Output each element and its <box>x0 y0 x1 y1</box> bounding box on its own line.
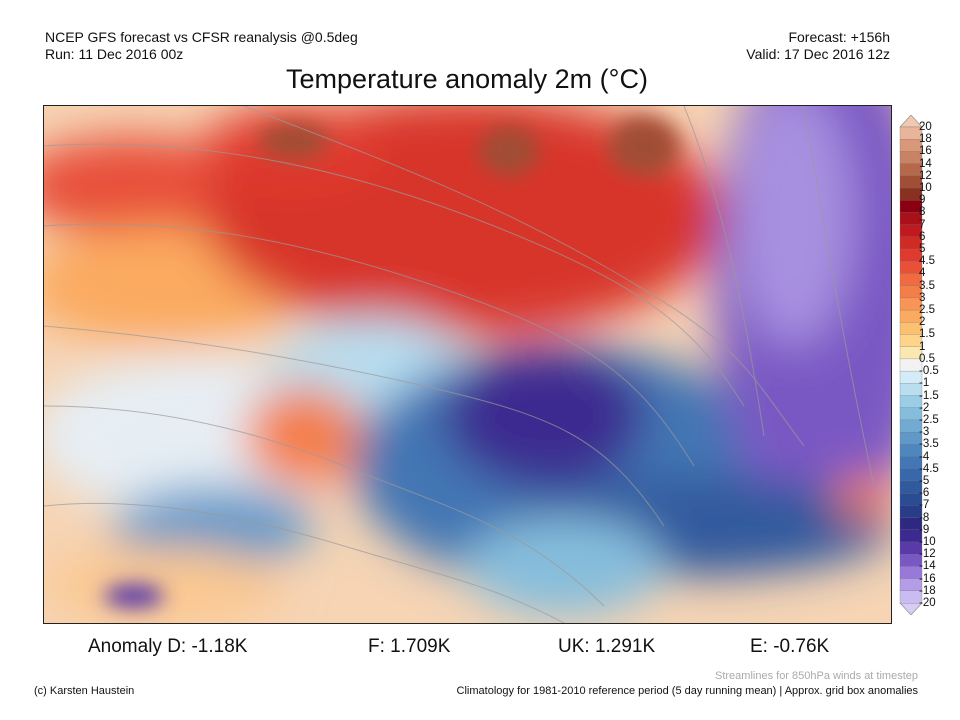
colorbar-tick-label: -7 <box>919 499 930 512</box>
map-title: Temperature anomaly 2m (°C) <box>286 64 648 94</box>
colorbar-tick-label: -20 <box>919 597 936 609</box>
colorbar-tick-label: -1 <box>919 377 930 390</box>
colorbar-tick-label: 12 <box>919 169 932 182</box>
anomaly-england: E: -0.76K <box>750 636 830 657</box>
colorbar-tick-label: 16 <box>919 145 932 158</box>
anomaly-france: F: 1.709K <box>368 636 451 657</box>
streamlines <box>44 106 875 623</box>
colorbar-tick-label: -8 <box>919 511 930 524</box>
colorbar-tick-label: 18 <box>919 133 932 146</box>
anomaly-uk: UK: 1.291K <box>558 636 656 657</box>
colorbar-tick-label: 6 <box>919 230 926 243</box>
colorbar-tick-label: 20 <box>919 121 932 133</box>
colorbar-tick-label: -3.5 <box>919 438 939 451</box>
colorbar-tick-label: 10 <box>919 182 932 195</box>
colorbar-tick-label: -10 <box>919 535 936 548</box>
colorbar-tick-label: -9 <box>919 523 930 536</box>
colorbar-tick-label: -4.5 <box>919 462 939 475</box>
colorbar-tick-label: 3.5 <box>919 279 935 292</box>
colorbar-swatch <box>899 590 923 604</box>
colorbar-tick-label: -3 <box>919 426 930 439</box>
colorbar-tick-label: -5 <box>919 474 930 487</box>
colorbar-tick-label: -12 <box>919 548 936 561</box>
colorbar-tick-label: -0.5 <box>919 365 939 378</box>
colorbar-tick-label: -16 <box>919 572 936 585</box>
colorbar-tick-label: 4.5 <box>919 255 935 268</box>
colorbar <box>899 115 923 615</box>
colorbar-tick-label: 1.5 <box>919 328 935 341</box>
colorbar-tick-label: -2 <box>919 401 930 414</box>
colorbar-tick-label: 9 <box>919 194 926 207</box>
streamlines-note: Streamlines for 850hPa winds at timestep <box>715 670 918 682</box>
colorbar-tick-label: 14 <box>919 157 932 170</box>
forecast-hour: Forecast: +156h <box>788 29 890 45</box>
temperature-anomaly-map <box>43 105 892 624</box>
colorbar-tick-label: 0.5 <box>919 352 935 365</box>
valid-time: Valid: 17 Dec 2016 12z <box>746 46 890 62</box>
anomaly-germany: Anomaly D: -1.18K <box>88 636 248 657</box>
colorbar-tick-label: 5 <box>919 243 926 256</box>
colorbar-tick-label: 2 <box>919 316 926 329</box>
colorbar-tick-label: -1.5 <box>919 389 939 402</box>
colorbar-tick-label: -6 <box>919 487 930 500</box>
colorbar-tick-label: 7 <box>919 218 926 231</box>
run-time: Run: 11 Dec 2016 00z <box>45 46 184 62</box>
colorbar-tick-label: 3 <box>919 291 926 304</box>
climatology-note: Climatology for 1981-2010 reference peri… <box>456 685 918 697</box>
colorbar-tick-label: 2.5 <box>919 304 935 317</box>
colorbar-tick-label: -4 <box>919 450 930 463</box>
colorbar-tick-label: -2.5 <box>919 413 939 426</box>
colorbar-tick-label: 8 <box>919 206 926 219</box>
colorbar-tick-label: 4 <box>919 267 926 280</box>
colorbar-tick-label: -18 <box>919 584 936 597</box>
colorbar-tick-label: -14 <box>919 560 936 573</box>
anomaly-field <box>44 106 891 623</box>
model-description: NCEP GFS forecast vs CFSR reanalysis @0.… <box>45 29 358 45</box>
credit: (c) Karsten Haustein <box>34 685 135 697</box>
colorbar-tick-label: 1 <box>919 340 926 353</box>
